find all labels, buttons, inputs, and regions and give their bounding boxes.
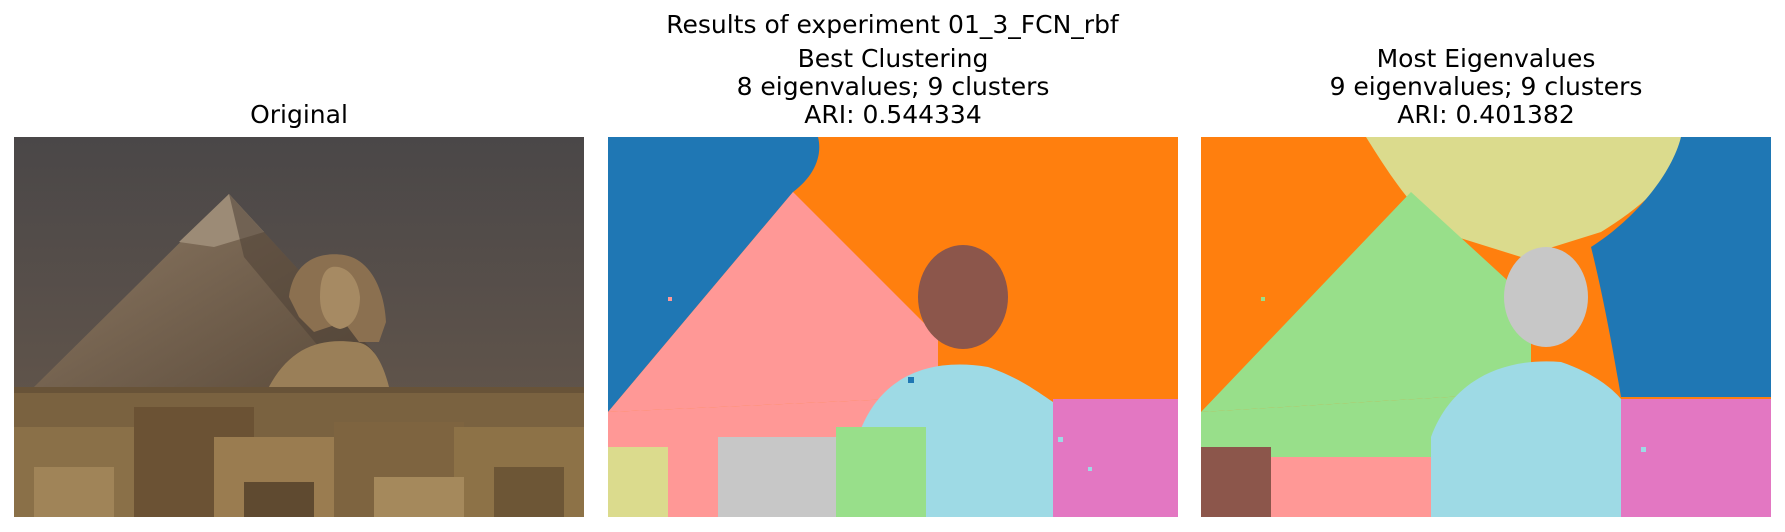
pyramid-sphinx-photo — [14, 137, 584, 517]
title-line: 8 eigenvalues; 9 clusters — [736, 72, 1050, 101]
most-eigenvalues-panel-title: Most Eigenvalues 9 eigenvalues; 9 cluste… — [1201, 45, 1771, 129]
original-image — [14, 137, 584, 517]
title-line: 9 eigenvalues; 9 clusters — [1329, 72, 1643, 101]
segmentation-map — [608, 137, 1178, 517]
title-line: Most Eigenvalues — [1376, 44, 1596, 73]
title-line: Best Clustering — [797, 44, 989, 73]
best-clustering-image — [608, 137, 1178, 517]
segmentation-map — [1201, 137, 1771, 517]
original-panel-title: Original — [14, 101, 584, 129]
title-line: ARI: 0.544334 — [804, 100, 982, 129]
title-line: Original — [250, 100, 348, 129]
title-line: ARI: 0.401382 — [1397, 100, 1575, 129]
figure-suptitle: Results of experiment 01_3_FCN_rbf — [666, 10, 1119, 39]
most-eigenvalues-image — [1201, 137, 1771, 517]
best-clustering-panel-title: Best Clustering 8 eigenvalues; 9 cluster… — [608, 45, 1178, 129]
